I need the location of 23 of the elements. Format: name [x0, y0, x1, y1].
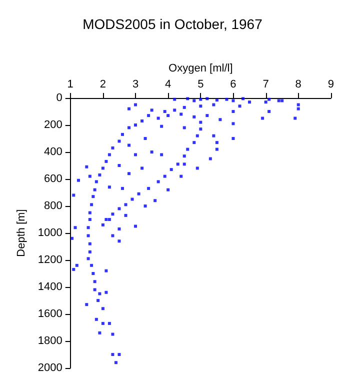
y-tick-label: 200: [44, 119, 62, 131]
x-tick-label: 9: [328, 78, 334, 90]
x-tick-label: 5: [198, 78, 204, 90]
y-tick-label: 1200: [38, 254, 62, 266]
x-tick-label: 3: [132, 78, 139, 90]
y-tick-label: 1000: [38, 227, 62, 239]
y-tick-label: 800: [44, 200, 62, 212]
y-tick-label: 400: [44, 146, 62, 158]
chart-title: MODS2005 in October, 1967: [82, 16, 263, 32]
x-tick-label: 2: [100, 78, 106, 90]
y-axis-title: Depth [m]: [16, 209, 28, 257]
y-tick-label: 600: [44, 173, 62, 185]
x-tick-label: 1: [67, 78, 74, 90]
x-tick-label: 7: [262, 78, 269, 90]
x-tick-label: 4: [165, 78, 172, 90]
y-tick-label: 1400: [38, 281, 62, 293]
x-axis-title: Oxygen [ml/l]: [168, 62, 233, 75]
y-tick-label: 0: [56, 92, 62, 104]
x-tick-label: 6: [230, 78, 236, 90]
x-tick-label: 8: [295, 78, 302, 90]
y-tick-label: 2000: [38, 362, 62, 374]
y-tick-label: 1800: [38, 335, 62, 347]
y-tick-label: 1600: [38, 308, 62, 320]
